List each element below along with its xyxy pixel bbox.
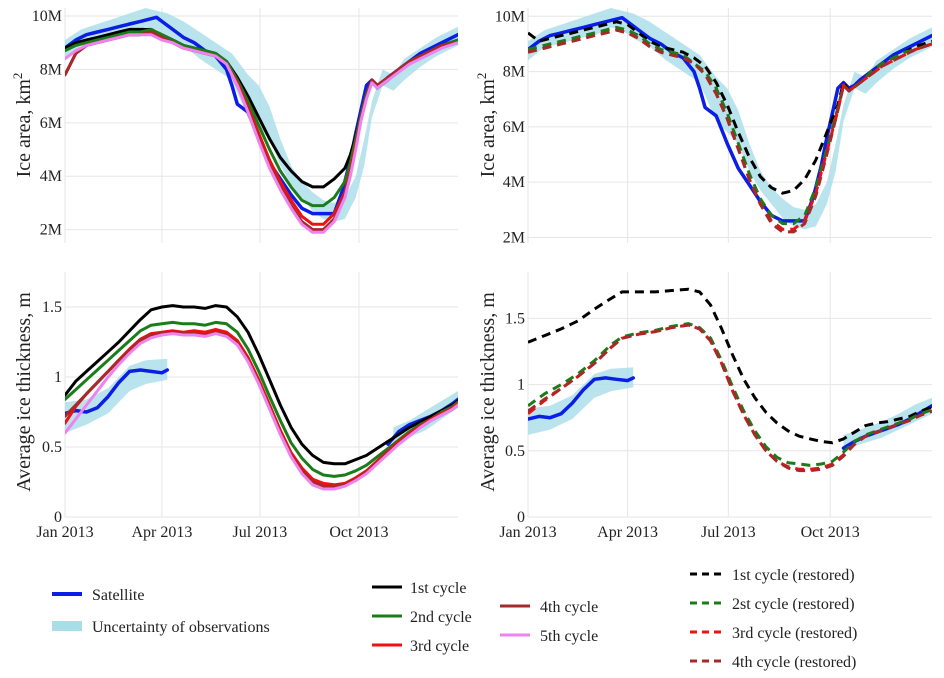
y-tick-label: 1.5 — [505, 310, 525, 327]
series-cycle1 — [65, 304, 458, 466]
chart-ice-area-cycles: 2M 4M 6M 8M 10M Ice area, km2 — [10, 8, 458, 243]
x-tick-label: Jan 2013 — [499, 524, 556, 541]
legend-cycle2-label: 2nd cycle — [410, 609, 472, 626]
y-tick-label: 1.5 — [42, 299, 62, 316]
y-tick-label: 4M — [40, 168, 62, 185]
series-group — [528, 287, 932, 473]
series-cycle5 — [65, 332, 458, 491]
series-group — [65, 304, 458, 491]
y-tick-label: 2M — [503, 229, 525, 246]
legend-cycle4-label: 4th cycle — [540, 599, 598, 616]
uncertainty-band — [65, 8, 458, 222]
y-tick-label: 4M — [503, 174, 525, 191]
y-tick-label: 0.5 — [42, 439, 62, 456]
uncertainty-band — [843, 397, 932, 451]
y-axis-title: Ice area, km2 — [474, 73, 499, 178]
y-axis-title: Average ice thickness, m — [13, 292, 35, 492]
y-tick-label: 0 — [54, 509, 62, 526]
legend-uncertainty-label: Uncertainty of observations — [92, 619, 270, 636]
series-r4 — [528, 28, 932, 234]
series-group — [528, 15, 932, 234]
x-tick-label: Jul 2013 — [233, 524, 288, 541]
chart-thickness-restored: 0 0.5 1 1.5 Jan 2013 Apr 2013 Jul 2013 Oct 2013… — [477, 272, 932, 541]
chart-ice-area-restored: 2M 4M 6M 8M 10M Ice area, km2 — [474, 8, 932, 246]
y-tick-label: 10M — [495, 8, 525, 25]
legend-r4-label: 4th cycle (restored) — [732, 654, 856, 671]
x-tick-label: Apr 2013 — [597, 524, 658, 541]
chart-thickness-cycles: 0 0.5 1 1.5 Jan 2013 Apr 2013 Jul 2013 Oct 2013… — [13, 272, 458, 541]
y-axis-title: Ice area, km2 — [10, 73, 35, 178]
legend-cycle3-label: 3rd cycle — [410, 638, 469, 655]
legend: Satellite Uncertainty of observations 1s… — [52, 567, 857, 671]
legend-r2-label: 2st cycle (restored) — [732, 596, 855, 613]
y-axis-title: Average ice thickness, m — [477, 292, 499, 492]
y-tick-label: 0 — [517, 509, 525, 526]
x-tick-label: Apr 2013 — [131, 524, 192, 541]
series-cycle2 — [65, 320, 458, 478]
y-tick-label: 8M — [503, 64, 525, 81]
y-tick-label: 1 — [517, 377, 525, 394]
legend-cycle1-label: 1st cycle — [410, 580, 466, 597]
series-group — [65, 15, 458, 234]
legend-cycle5-label: 5th cycle — [540, 628, 598, 645]
legend-uncertainty-swatch — [52, 621, 82, 631]
legend-satellite-label: Satellite — [92, 587, 144, 604]
y-axis-title-sup: 2 — [474, 73, 489, 80]
x-tick-label: Jan 2013 — [36, 524, 93, 541]
y-tick-label: 1 — [54, 369, 62, 386]
uncertainty-band — [65, 358, 168, 433]
series-r4 — [528, 323, 932, 473]
y-tick-label: 8M — [40, 61, 62, 78]
series-cycle5 — [65, 33, 458, 234]
x-tick-label: Oct 2013 — [329, 524, 388, 541]
series-cycle3 — [65, 327, 458, 487]
series-satellite — [528, 376, 635, 421]
y-tick-label: 6M — [503, 119, 525, 136]
series-r1 — [528, 287, 932, 445]
legend-r3-label: 3rd cycle (restored) — [732, 625, 857, 642]
series-cycle4 — [65, 330, 458, 488]
x-tick-label: Oct 2013 — [801, 524, 860, 541]
legend-r1-label: 1st cycle (restored) — [732, 567, 855, 584]
y-tick-label: 0.5 — [505, 443, 525, 460]
y-tick-label: 6M — [40, 115, 62, 132]
y-tick-label: 2M — [40, 222, 62, 239]
series-r2 — [528, 322, 932, 467]
y-tick-label: 10M — [32, 8, 62, 25]
x-tick-label: Jul 2013 — [701, 524, 756, 541]
y-axis-title-sup: 2 — [10, 73, 25, 80]
